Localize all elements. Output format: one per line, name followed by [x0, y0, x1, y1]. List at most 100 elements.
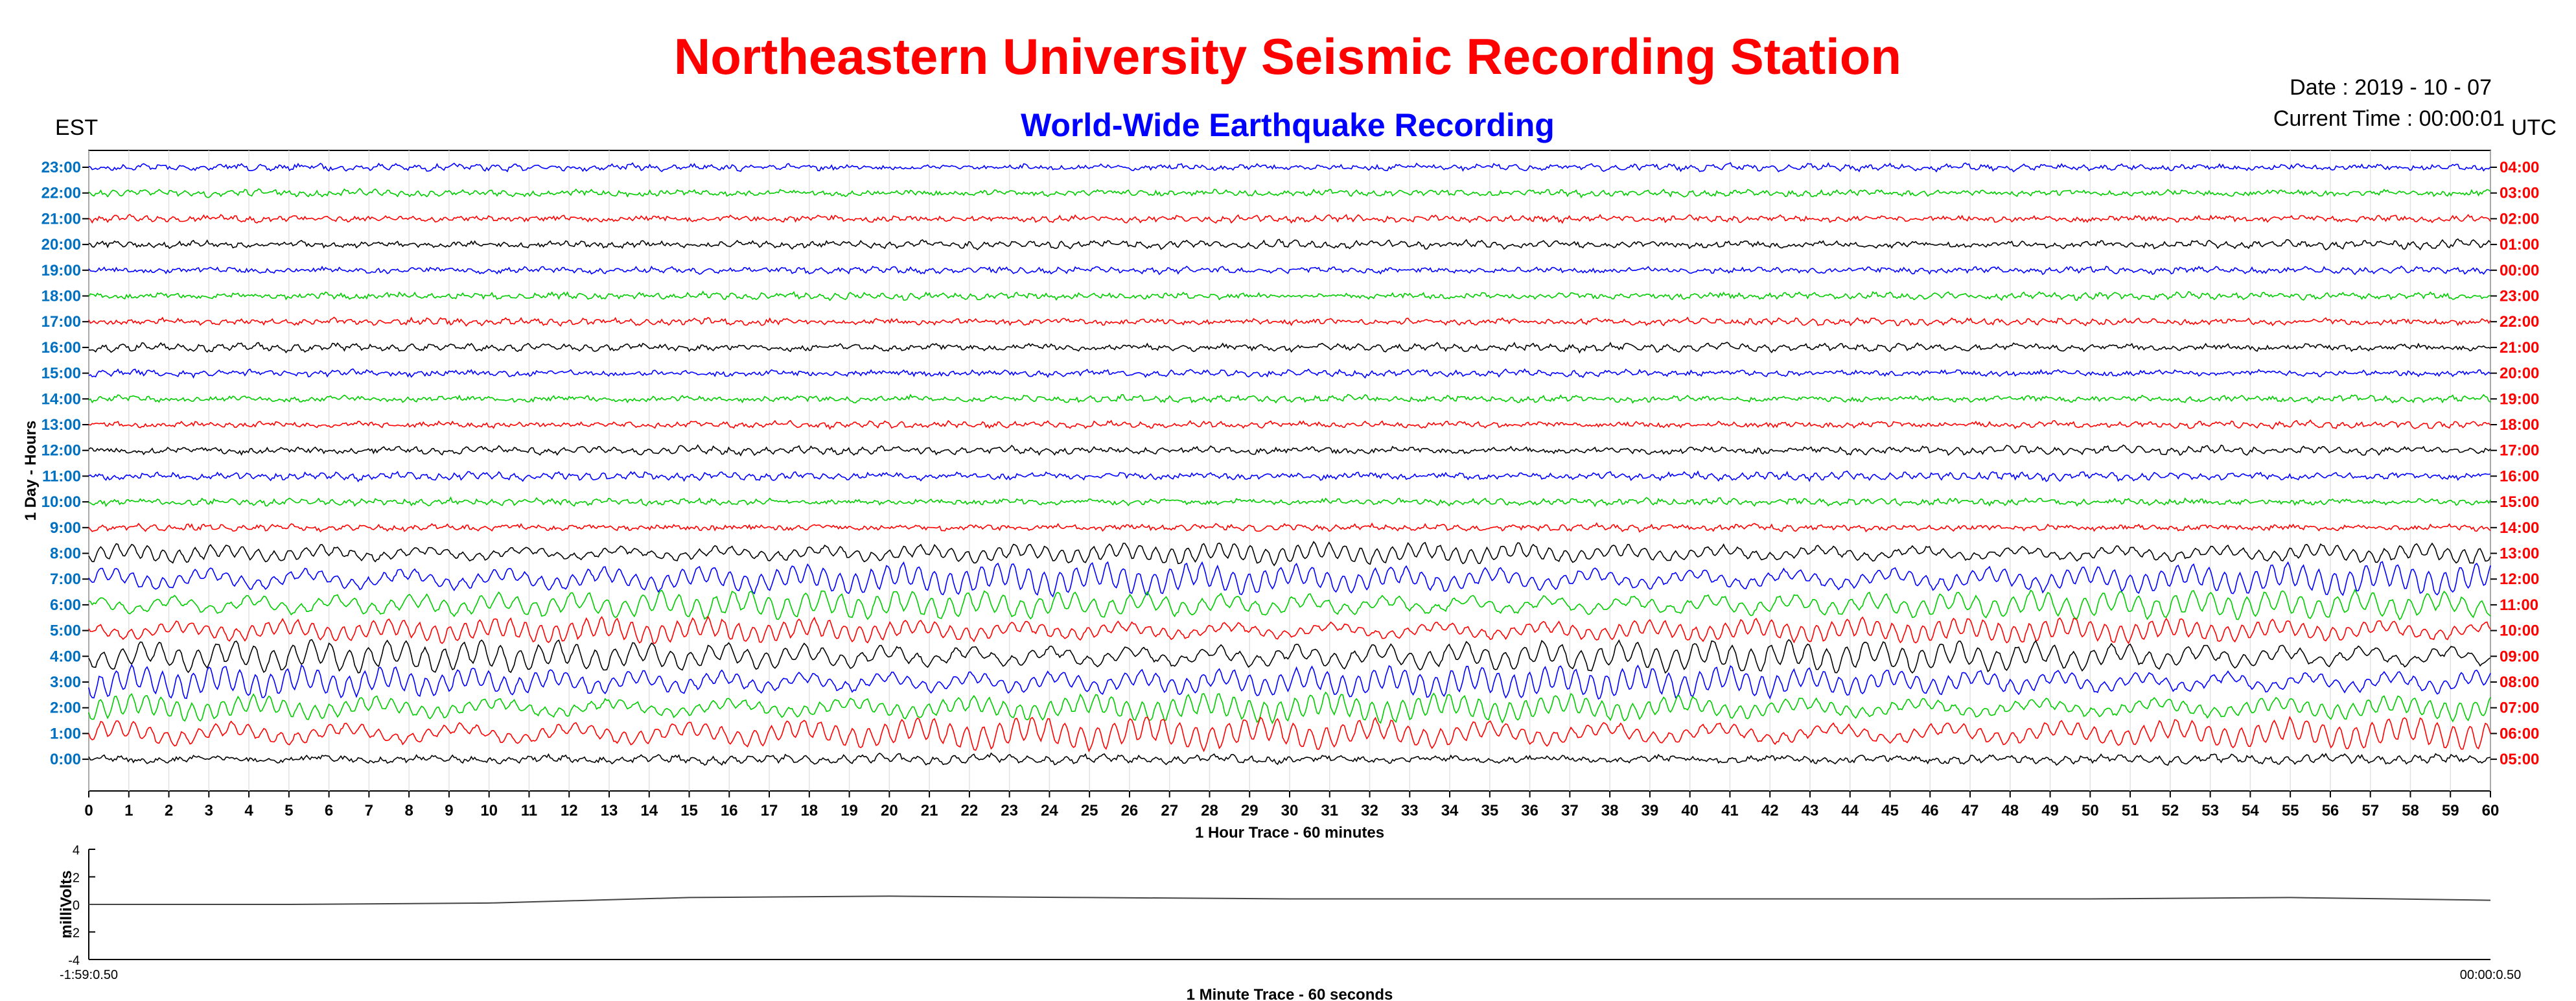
hour-trace [88, 161, 2491, 173]
x-tick-label: 8 [404, 802, 413, 819]
x-tick-label: 21 [921, 802, 938, 819]
x-tick-label: 13 [601, 802, 618, 819]
hour-trace [88, 290, 2491, 301]
est-hour-label: 6:00 [50, 596, 81, 614]
hour-trace [88, 541, 2491, 567]
x-tick-label: 58 [2402, 802, 2419, 819]
hour-trace [88, 187, 2491, 199]
x-tick-label: 23 [1001, 802, 1018, 819]
x-tick-label: 36 [1521, 802, 1538, 819]
est-hour-label: 16:00 [41, 339, 81, 357]
utc-hour-label: 16:00 [2500, 467, 2539, 485]
minute-start-label: -1:59:0.50 [60, 968, 118, 982]
x-tick-label: 50 [2082, 802, 2099, 819]
x-tick-label: 59 [2442, 802, 2459, 819]
hour-trace [88, 316, 2491, 327]
est-hour-label: 17:00 [41, 313, 81, 331]
hour-trace [88, 394, 2491, 404]
est-hour-label: 21:00 [41, 210, 81, 228]
est-hour-label: 8:00 [50, 545, 81, 563]
x-tick-label: 11 [521, 802, 537, 819]
x-tick-label: 24 [1041, 802, 1058, 819]
x-tick-label: 18 [800, 802, 818, 819]
hour-trace [88, 496, 2491, 508]
x-tick-label: 57 [2361, 802, 2379, 819]
x-tick-label: 9 [445, 802, 453, 819]
x-tick-label: 37 [1561, 802, 1579, 819]
chart-title: Northeastern University Seismic Recordin… [674, 28, 1901, 85]
hour-trace [88, 238, 2491, 251]
hour-trace [88, 213, 2491, 224]
x-tick-label: 38 [1601, 802, 1619, 819]
x-tick-label: 53 [2201, 802, 2219, 819]
x-tick-label: 27 [1161, 802, 1178, 819]
hour-trace [88, 265, 2491, 276]
utc-hour-label: 10:00 [2500, 622, 2539, 640]
hour-trace [88, 663, 2491, 700]
y-axis-label: 1 Day - Hours [22, 421, 40, 521]
est-zone-label: EST [55, 115, 98, 140]
minute-y-tick-label: 4 [73, 843, 80, 858]
utc-hour-label: 02:00 [2500, 210, 2539, 228]
utc-hour-label: 01:00 [2500, 236, 2539, 253]
est-hour-label: 0:00 [50, 751, 81, 768]
hour-trace [88, 470, 2491, 483]
hour-trace [88, 639, 2491, 674]
x-tick-label: 6 [325, 802, 333, 819]
x-tick-label: 55 [2282, 802, 2299, 819]
x-tick-label: 34 [1441, 802, 1459, 819]
minute-y-tick-label: 0 [73, 899, 80, 913]
est-hour-label: 3:00 [50, 674, 81, 691]
x-tick-label: 16 [721, 802, 738, 819]
x-tick-label: 14 [640, 802, 658, 819]
x-tick-label: 29 [1241, 802, 1259, 819]
x-tick-label: 42 [1761, 802, 1779, 819]
utc-hour-label: 21:00 [2500, 339, 2539, 357]
utc-hour-label: 00:00 [2500, 262, 2539, 279]
est-hour-label: 22:00 [41, 185, 81, 202]
x-tick-label: 22 [961, 802, 979, 819]
utc-hour-label: 09:00 [2500, 648, 2539, 665]
x-tick-label: 41 [1721, 802, 1739, 819]
x-tick-label: 48 [2001, 802, 2019, 819]
x-tick-label: 1 [124, 802, 133, 819]
est-hour-label: 10:00 [41, 493, 81, 511]
utc-hour-label: 03:00 [2500, 185, 2539, 202]
x-tick-label: 51 [2122, 802, 2139, 819]
utc-hour-label: 19:00 [2500, 390, 2539, 408]
x-tick-label: 33 [1401, 802, 1419, 819]
x-tick-label: 15 [680, 802, 698, 819]
minute-y-tick-label: -2 [68, 926, 80, 941]
minute-x-axis-label: 1 Minute Trace - 60 seconds [1187, 986, 1393, 1001]
hour-trace [88, 752, 2491, 766]
minute-trace-line [89, 895, 2491, 905]
est-hour-label: 2:00 [50, 700, 81, 717]
x-tick-label: 20 [881, 802, 898, 819]
utc-hour-label: 06:00 [2500, 725, 2539, 742]
minute-y-tick-label: -4 [68, 954, 80, 968]
est-hour-label: 14:00 [41, 390, 81, 408]
utc-hour-label: 14:00 [2500, 519, 2539, 537]
hour-trace [88, 368, 2491, 379]
utc-hour-label: 17:00 [2500, 442, 2539, 460]
est-hour-label: 5:00 [50, 622, 81, 640]
utc-hour-label: 12:00 [2500, 571, 2539, 588]
utc-hour-label: 18:00 [2500, 416, 2539, 434]
est-hour-label: 20:00 [41, 236, 81, 253]
est-hour-label: 9:00 [50, 519, 81, 537]
minute-end-label: 00:00:0.50 [2460, 968, 2522, 982]
x-tick-label: 56 [2322, 802, 2339, 819]
utc-hour-label: 22:00 [2500, 313, 2539, 331]
est-hour-label: 12:00 [41, 442, 81, 460]
utc-hour-label: 04:00 [2500, 159, 2539, 176]
utc-hour-label: 08:00 [2500, 674, 2539, 691]
x-tick-label: 45 [1881, 802, 1899, 819]
est-hour-label: 13:00 [41, 416, 81, 434]
x-tick-label: 54 [2242, 802, 2259, 819]
x-tick-label: 4 [244, 802, 253, 819]
hour-trace [88, 444, 2491, 457]
x-tick-label: 7 [365, 802, 373, 819]
utc-hour-label: 07:00 [2500, 700, 2539, 717]
helicorder-plot: 0 1 2 3 4 5 6 7 8 9 10 11 12 13 14 15 16 17 18 19 20 21 22 23 24… [22, 150, 2539, 842]
